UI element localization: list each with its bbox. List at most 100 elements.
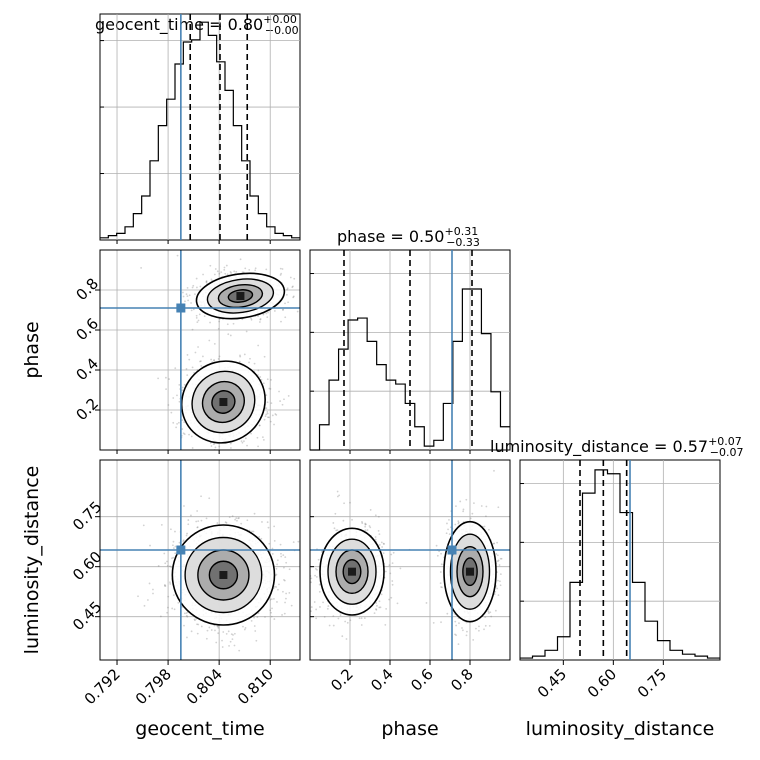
sample-point	[472, 639, 475, 641]
sample-point	[217, 327, 220, 330]
sample-point	[256, 436, 259, 439]
sample-point	[186, 374, 189, 377]
sample-point	[196, 632, 199, 635]
sample-point	[232, 634, 234, 636]
sample-point	[172, 540, 175, 543]
sample-point	[500, 557, 503, 560]
sample-point	[318, 590, 321, 593]
sample-point	[282, 554, 285, 557]
histogram-step	[310, 288, 510, 451]
sample-point	[196, 510, 199, 512]
sample-point	[336, 495, 339, 498]
sample-point	[273, 423, 275, 426]
sample-point	[200, 519, 203, 522]
sample-point	[271, 414, 274, 417]
sample-point	[243, 440, 245, 443]
sample-point	[301, 301, 303, 303]
sample-point	[480, 505, 483, 507]
sample-point	[382, 542, 385, 545]
sample-point	[374, 536, 377, 538]
sample-point	[194, 293, 196, 296]
sample-point	[318, 583, 321, 586]
sample-point	[185, 293, 188, 296]
sample-point	[379, 606, 382, 609]
sample-point	[241, 271, 244, 274]
sample-point	[273, 540, 276, 542]
sample-point	[310, 581, 312, 584]
sample-point	[261, 436, 264, 439]
sample-point	[257, 369, 260, 372]
sample-point	[285, 597, 287, 600]
sample-point	[285, 561, 288, 564]
sample-point	[339, 614, 342, 617]
sample-point	[478, 625, 480, 628]
sample-point	[446, 612, 449, 615]
sample-point	[374, 538, 377, 541]
sample-point	[279, 267, 282, 270]
sample-point	[225, 264, 228, 267]
sample-point	[461, 627, 463, 629]
sample-point	[275, 586, 277, 588]
sample-point	[381, 546, 384, 548]
sample-point	[322, 601, 324, 604]
sample-point	[172, 397, 175, 399]
sample-point	[229, 270, 232, 273]
sample-point	[166, 611, 169, 614]
sample-point	[174, 545, 177, 548]
sample-point	[283, 566, 285, 569]
sample-point	[462, 510, 465, 513]
sample-point	[197, 346, 199, 348]
sample-point	[457, 520, 460, 523]
sample-point	[478, 629, 480, 632]
sample-point	[188, 294, 191, 297]
density-peak	[219, 571, 228, 579]
sample-point	[157, 377, 160, 380]
sample-point	[288, 591, 291, 594]
sample-point	[202, 273, 204, 276]
sample-point	[217, 632, 220, 635]
sample-point	[196, 526, 199, 529]
sample-point	[330, 300, 332, 302]
sample-point	[232, 322, 235, 325]
sample-point	[265, 407, 268, 410]
sample-point	[454, 620, 457, 623]
sample-point	[218, 320, 221, 323]
sample-point	[276, 601, 278, 603]
density-peak	[219, 398, 228, 406]
sample-point	[163, 584, 166, 586]
sample-point	[208, 465, 210, 467]
sample-point	[225, 632, 228, 635]
sample-point	[358, 617, 361, 620]
sample-point	[157, 565, 160, 567]
x-tick-label: 0.798	[132, 665, 175, 708]
density-layer	[140, 250, 332, 467]
sample-point	[278, 583, 280, 586]
sample-point	[174, 530, 176, 533]
sample-point	[164, 562, 167, 565]
sample-point	[432, 621, 435, 624]
sample-point	[199, 360, 201, 363]
sample-point	[208, 497, 211, 500]
sample-point	[167, 595, 170, 598]
title-phase: phase = 0.50+0.31 −0.33	[337, 225, 480, 249]
sample-point	[499, 573, 502, 576]
sample-point	[484, 616, 487, 619]
sample-point	[273, 310, 276, 312]
sample-point	[399, 567, 402, 570]
sample-point	[197, 520, 200, 523]
sample-point	[194, 619, 196, 622]
sample-point	[475, 627, 477, 630]
sample-point	[253, 616, 255, 619]
sample-point	[293, 277, 296, 280]
sample-point	[168, 378, 170, 380]
y-tick-label: 0.6	[72, 314, 102, 344]
sample-point	[265, 394, 268, 397]
sample-point	[243, 628, 246, 631]
sample-point	[448, 519, 450, 521]
sample-point	[183, 433, 186, 436]
sample-point	[265, 312, 268, 315]
sample-point	[169, 565, 171, 568]
sample-point	[390, 553, 393, 556]
sample-point	[178, 452, 180, 454]
sample-point	[455, 624, 458, 627]
